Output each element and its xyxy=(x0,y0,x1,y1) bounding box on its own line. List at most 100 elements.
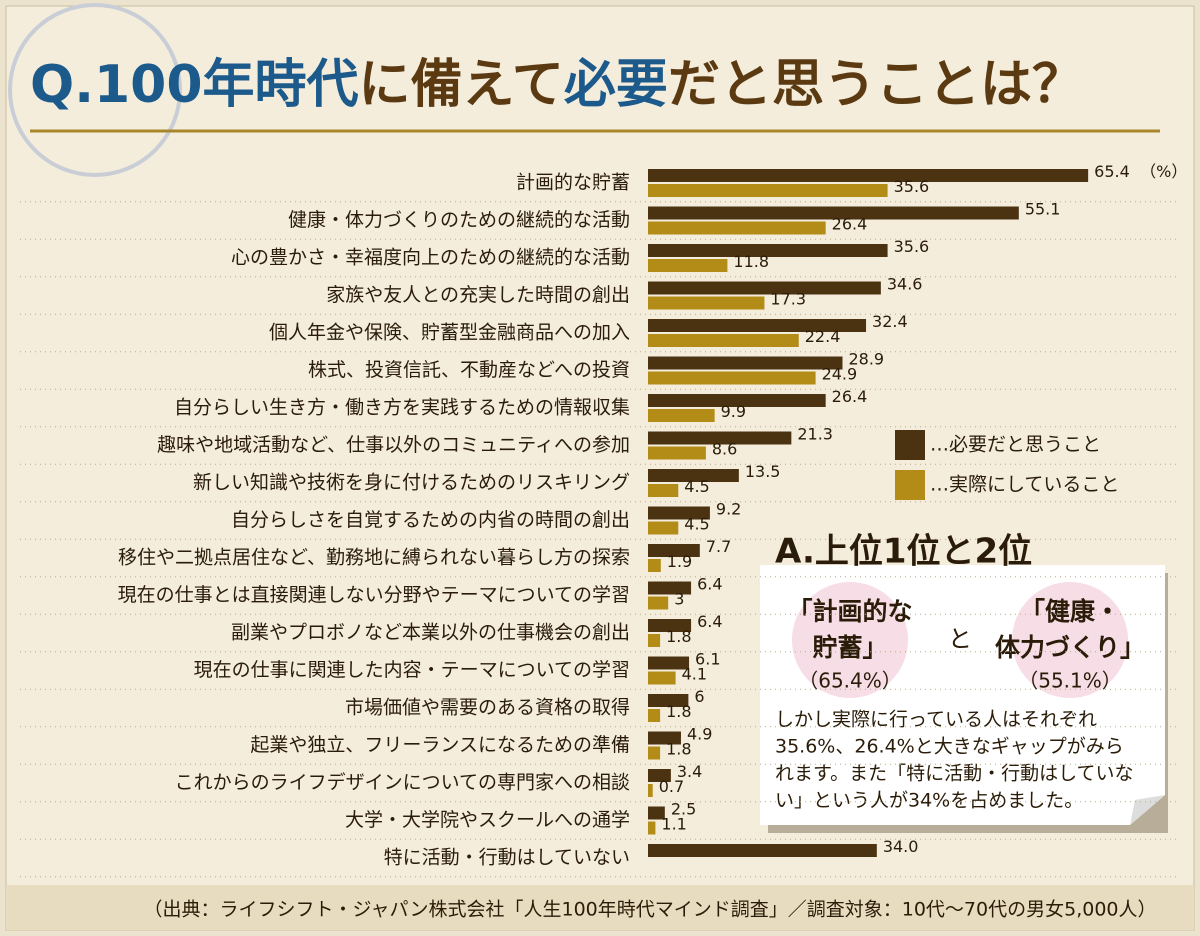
value-label: 11.8 xyxy=(733,252,769,271)
category-label: 起業や独立、フリーランスになるための準備 xyxy=(250,734,630,756)
bar xyxy=(648,394,826,407)
value-label: 24.9 xyxy=(822,365,858,384)
value-label: 1.8 xyxy=(666,740,691,759)
compass-decoration xyxy=(8,3,182,177)
bar xyxy=(648,581,692,595)
bar xyxy=(648,334,799,347)
bar xyxy=(648,371,816,385)
title-part: 必要 xyxy=(564,55,668,115)
value-label: 35.6 xyxy=(894,177,930,196)
callout-item-label: 「計画的な xyxy=(787,597,912,626)
category-label: 新しい知識や技術を身に付けるためのリスキリング xyxy=(193,472,630,494)
bar xyxy=(648,559,661,572)
bar xyxy=(648,484,679,497)
bar xyxy=(648,671,676,685)
value-label: 7.7 xyxy=(706,537,731,556)
category-label: 移住や二拠点居住など、勤務地に縛られない暮らし方の探索 xyxy=(118,547,630,569)
bar xyxy=(648,356,843,370)
category-label: 特に活動・行動はしていない xyxy=(384,847,630,869)
category-label: 大学・大学院やスクールへの通学 xyxy=(345,809,630,831)
value-label: 55.1 xyxy=(1025,200,1061,219)
value-label: 0.7 xyxy=(659,777,684,796)
value-label: 6.4 xyxy=(697,575,722,594)
callout-item-label: 貯蓄」 xyxy=(812,633,887,662)
highlight-circle xyxy=(1012,582,1128,698)
value-label: 9.9 xyxy=(721,402,746,421)
chart-title: Q.100年時代に備えて必要だと思うことは？ xyxy=(30,55,1084,115)
legend-swatch xyxy=(895,430,925,460)
highlight-circle xyxy=(792,582,908,698)
value-label: 6.4 xyxy=(697,612,722,631)
category-label: 個人年金や保険、貯蓄型金融商品への加入 xyxy=(269,322,630,344)
bar xyxy=(648,469,739,482)
source: （出典：ライフシフト・ジャパン株式会社「人生100年時代マインド調査」／調査対象… xyxy=(143,899,1156,921)
callout-connector: と xyxy=(948,625,972,653)
bar xyxy=(648,746,661,760)
category-label: 計画的な貯蓄 xyxy=(516,172,630,194)
title-part: Q.100年時代 xyxy=(30,55,359,115)
bar xyxy=(648,731,681,745)
bar xyxy=(648,319,867,332)
value-label: 1.8 xyxy=(666,702,691,721)
value-label: 9.2 xyxy=(716,500,741,519)
value-label: 21.3 xyxy=(797,425,833,444)
callout: 「計画的な貯蓄」 （65.4%） 「健康・体力づくり」 （55.1%） としかし実際に行… xyxy=(760,565,1168,833)
bar xyxy=(648,769,671,782)
title-part: だと思うことは？ xyxy=(668,55,1084,115)
category-label: 家族や友人との充実した時間の創出 xyxy=(326,284,630,306)
bar xyxy=(648,806,665,820)
category-label: 現在の仕事とは直接関連しない分野やテーマについての学習 xyxy=(118,584,630,606)
bar xyxy=(648,244,888,257)
value-label: 1.9 xyxy=(667,552,692,571)
value-label: 34.6 xyxy=(887,275,923,294)
category-label: これからのライフデザインについての専門家への相談 xyxy=(175,772,630,794)
title-part: に備えて xyxy=(359,55,564,115)
bar xyxy=(648,656,690,670)
bar xyxy=(648,544,700,557)
value-label: 3.4 xyxy=(677,762,702,781)
category-label: 自分らしさを自覚するための内省の時間の創出 xyxy=(231,509,630,531)
value-label: 6.1 xyxy=(695,650,720,669)
bar xyxy=(648,431,792,445)
value-label: 28.9 xyxy=(848,350,884,369)
callout-fold xyxy=(1130,795,1165,825)
category-label: 趣味や地域活動など、仕事以外のコミュニティへの参加 xyxy=(157,434,630,456)
callout-item-label: 体力づくり」 xyxy=(995,633,1145,662)
callout-body: れます。また「特に活動・行動はしていな xyxy=(775,763,1134,785)
value-label: 35.6 xyxy=(894,237,930,256)
value-label: 26.4 xyxy=(832,215,868,234)
bar xyxy=(648,446,706,460)
value-label: 34.0 xyxy=(883,837,919,856)
value-label: 26.4 xyxy=(832,387,868,406)
value-label: 2.5 xyxy=(671,800,696,819)
value-label: 6 xyxy=(694,687,704,706)
value-label: 17.3 xyxy=(770,290,806,309)
value-label: 32.4 xyxy=(872,312,908,331)
value-label: 4.5 xyxy=(684,515,709,534)
bar xyxy=(648,709,661,722)
category-label: 副業やプロボノなど本業以外の仕事機会の創出 xyxy=(231,622,630,644)
bar xyxy=(648,409,715,422)
value-label: 1.1 xyxy=(661,815,686,834)
bar xyxy=(648,169,1089,182)
legend-label: …必要だと思うこと xyxy=(930,434,1101,456)
bar xyxy=(648,281,881,295)
value-label: 8.6 xyxy=(712,440,737,459)
category-label: 株式、投資信託、不動産などへの投資 xyxy=(308,359,630,381)
bar xyxy=(648,184,888,197)
legend-swatch xyxy=(895,470,925,500)
bar xyxy=(648,206,1019,220)
bar xyxy=(648,844,877,857)
bar xyxy=(648,596,669,610)
callout-body: 35.6%、26.4%と大きなギャップがみら xyxy=(775,736,1124,758)
value-label: 4.5 xyxy=(684,477,709,496)
bar xyxy=(648,821,656,835)
bar xyxy=(648,506,710,520)
bar xyxy=(648,296,765,310)
category-label: 健康・体力づくりのための継続的な活動 xyxy=(288,209,630,231)
unit-label: （%） xyxy=(1140,162,1187,181)
source-band xyxy=(6,885,1194,930)
legend-label: …実際にしていること xyxy=(930,474,1119,496)
callout-title: A.上位1位と2位 xyxy=(775,532,1032,572)
